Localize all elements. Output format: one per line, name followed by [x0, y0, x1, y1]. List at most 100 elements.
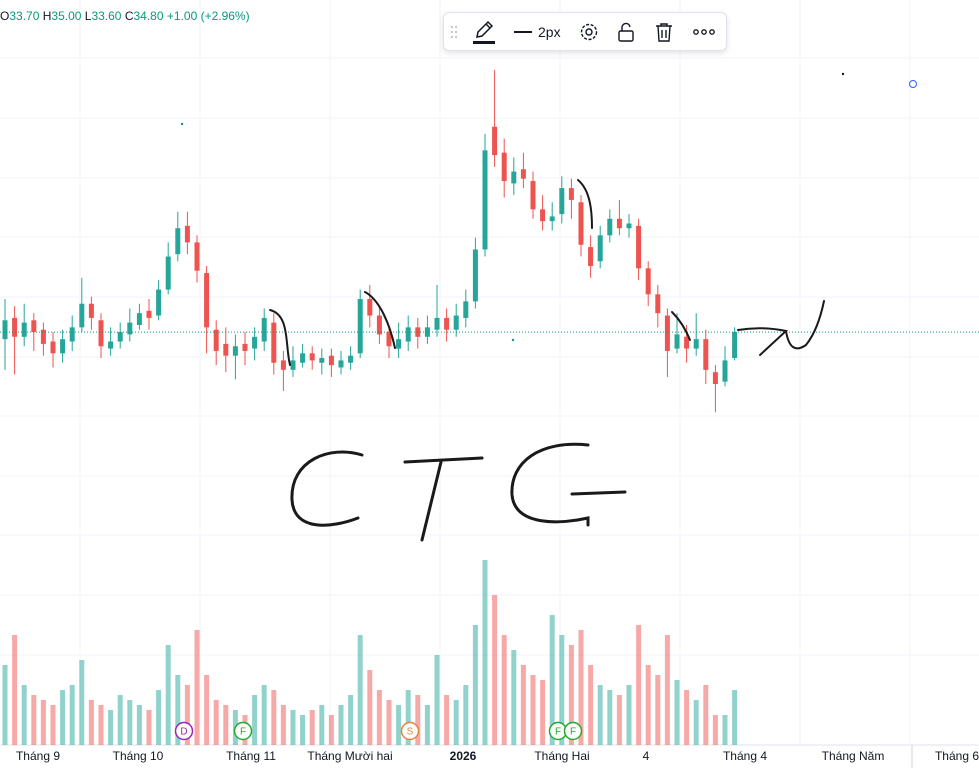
candle-body: [31, 320, 37, 333]
volume-bar: [184, 685, 190, 745]
volume-bar: [319, 705, 325, 745]
candle-body: [309, 353, 315, 361]
candle-body: [540, 209, 546, 222]
volume-bar: [636, 625, 642, 745]
volume-bar: [60, 690, 66, 745]
candle-body: [520, 169, 526, 179]
volume-bar: [108, 710, 114, 745]
candle-body: [722, 360, 728, 382]
legend-key: O: [0, 9, 10, 23]
volume-bar: [732, 690, 738, 745]
candle-body: [492, 126, 498, 156]
candle-body: [674, 334, 680, 349]
candle-body: [559, 188, 565, 215]
candle-body: [184, 225, 190, 243]
pencil-button[interactable]: [472, 19, 496, 45]
volume-bar: [367, 670, 373, 745]
volume-bar: [444, 695, 450, 745]
event-label: D: [180, 727, 187, 738]
lock-button[interactable]: [617, 22, 635, 42]
x-tick-label: Tháng 4: [723, 749, 767, 763]
x-tick-label: Tháng 9: [16, 749, 60, 763]
candle-body: [108, 341, 114, 349]
event-marker: [563, 721, 583, 741]
candle-body: [444, 317, 450, 330]
x-tick-label: Tháng Hai: [534, 749, 589, 763]
candle-body: [88, 303, 94, 318]
event-label: F: [240, 727, 246, 738]
x-tick-label: Tháng Mười hai: [307, 749, 392, 763]
volume-bar: [540, 680, 546, 745]
event-label: F: [555, 727, 561, 738]
event-label: S: [407, 727, 414, 738]
legend-value: 33.70: [9, 9, 40, 23]
anchor-handle[interactable]: [909, 80, 917, 88]
volume-bar: [424, 705, 430, 745]
volume-bar: [415, 695, 421, 745]
legend-key: H: [42, 9, 52, 23]
more-button[interactable]: [692, 28, 715, 36]
candle-body: [232, 346, 238, 356]
volume-bar: [40, 700, 46, 745]
candle-body: [300, 353, 306, 363]
candle-body: [626, 223, 632, 229]
volume-bar: [79, 660, 85, 745]
volume-bar: [146, 710, 152, 745]
legend-value: 33.60: [91, 9, 122, 23]
line-width: 2px: [538, 23, 561, 40]
volume-bar: [492, 595, 498, 745]
volume-bar: [703, 685, 709, 745]
candle-body: [357, 299, 363, 354]
volume-bar: [607, 690, 613, 745]
candle-body: [223, 343, 229, 356]
volume-bar: [482, 560, 488, 745]
candle-body: [597, 235, 603, 262]
candle-body: [645, 268, 651, 295]
drawings: [269, 179, 825, 542]
volume-bar: [127, 700, 133, 745]
volume-bar: [175, 675, 181, 745]
dot: [511, 338, 515, 342]
drag-handle[interactable]: [450, 24, 458, 40]
candle-body: [2, 320, 8, 340]
volume-bar: [588, 665, 594, 745]
candle-body: [501, 152, 507, 182]
candle-body: [424, 327, 430, 337]
candle-body: [482, 150, 488, 250]
candle-body: [732, 332, 738, 359]
volume-bar: [616, 695, 622, 745]
dot: [180, 122, 184, 126]
candle-body: [472, 249, 478, 302]
dot: [841, 72, 845, 76]
volume-bar: [136, 705, 142, 745]
candle-body: [396, 339, 402, 349]
volume-bar: [280, 705, 286, 745]
candle-body: [511, 171, 517, 184]
delete-button[interactable]: [655, 22, 673, 42]
volume-bar: [453, 700, 459, 745]
line-width-button[interactable]: 2px: [514, 24, 561, 40]
volume-bar: [396, 705, 402, 745]
volume-bar: [98, 705, 104, 745]
x-tick-label: Tháng Năm: [822, 749, 885, 763]
settings-button[interactable]: [579, 22, 599, 42]
candle-body: [242, 343, 248, 351]
candle-body: [530, 181, 536, 210]
candle-body: [40, 329, 46, 344]
candle-body: [568, 188, 574, 200]
candle-body: [338, 360, 344, 368]
candle-body: [434, 317, 440, 330]
event-marker: [400, 721, 420, 741]
candle-body: [328, 355, 334, 366]
volume-pane: [2, 560, 738, 745]
candle-body: [280, 360, 286, 370]
candle-body: [271, 322, 277, 363]
volume-bar: [357, 635, 363, 745]
volume-bar: [501, 635, 507, 745]
x-tick-label: Tháng 6: [935, 749, 979, 763]
volume-bar: [117, 695, 123, 745]
volume-bar: [645, 665, 651, 745]
event-marker: [174, 721, 194, 741]
legend-key: L: [84, 9, 92, 23]
legend-key: C: [124, 9, 134, 23]
